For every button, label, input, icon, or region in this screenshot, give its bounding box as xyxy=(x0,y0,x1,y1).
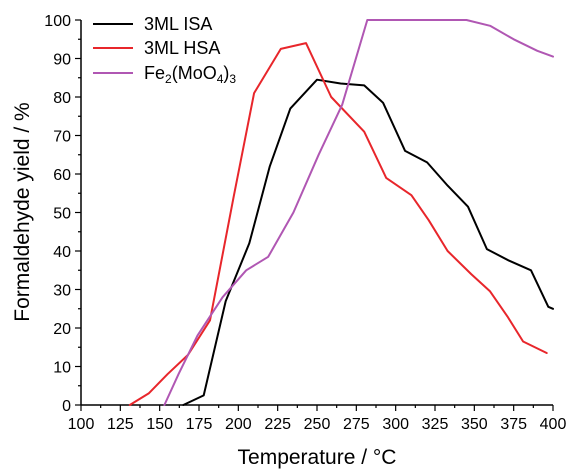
series-lines xyxy=(128,19,554,406)
legend: 3ML ISA 3ML HSA Fe2(MoO4)3 xyxy=(93,14,236,86)
axes: 100 125 150 175 200 225 250 275 300 325 350 375 4000… xyxy=(44,13,566,433)
x-tick-label: 125 xyxy=(107,416,134,433)
y-axis-label: Formaldehyde yield / % xyxy=(11,102,34,321)
y-tick-label: 100 xyxy=(44,13,71,30)
x-axis-label: Temperature / °C xyxy=(238,446,397,469)
legend-sub-2: 2 xyxy=(165,72,172,86)
x-tick-label: 250 xyxy=(304,416,331,433)
legend-close-paren: ) xyxy=(223,63,229,83)
x-tick-label: 325 xyxy=(422,416,449,433)
x-tick-label: 350 xyxy=(461,416,488,433)
legend-sub-4: 4 xyxy=(217,72,224,86)
y-tick-label: 10 xyxy=(53,360,71,377)
x-tick-label: 150 xyxy=(146,416,173,433)
y-tick-label: 70 xyxy=(53,129,71,146)
x-tick-label: 375 xyxy=(500,416,527,433)
y-tick-label: 80 xyxy=(53,90,71,107)
legend-label-3ml-isa: 3ML ISA xyxy=(144,14,212,34)
legend-label-3ml-hsa: 3ML HSA xyxy=(144,38,220,58)
legend-fe-text: Fe xyxy=(144,63,165,83)
legend-sub-3: 3 xyxy=(229,72,236,86)
y-tick-label: 60 xyxy=(53,167,71,184)
legend-label-fe2moo43: Fe2(MoO4)3 xyxy=(144,63,236,86)
x-tick-label: 400 xyxy=(540,416,567,433)
y-tick-label: 0 xyxy=(62,398,71,415)
series-line-3ml-hsa xyxy=(128,42,548,406)
series-line-3ml-isa xyxy=(182,78,554,406)
x-tick-label: 100 xyxy=(68,416,95,433)
x-tick-label: 275 xyxy=(343,416,370,433)
x-tick-label: 225 xyxy=(264,416,291,433)
x-tick-label: 175 xyxy=(186,416,213,433)
y-tick-label: 90 xyxy=(53,52,71,69)
y-tick-label: 30 xyxy=(53,283,71,300)
y-tick-label: 40 xyxy=(53,244,71,261)
series-line-fe2moo43 xyxy=(163,19,554,406)
y-tick-label: 50 xyxy=(53,206,71,223)
x-tick-label: 300 xyxy=(382,416,409,433)
legend-moo-text: (MoO xyxy=(172,63,217,83)
x-tick-label: 200 xyxy=(225,416,252,433)
y-tick-label: 20 xyxy=(53,321,71,338)
